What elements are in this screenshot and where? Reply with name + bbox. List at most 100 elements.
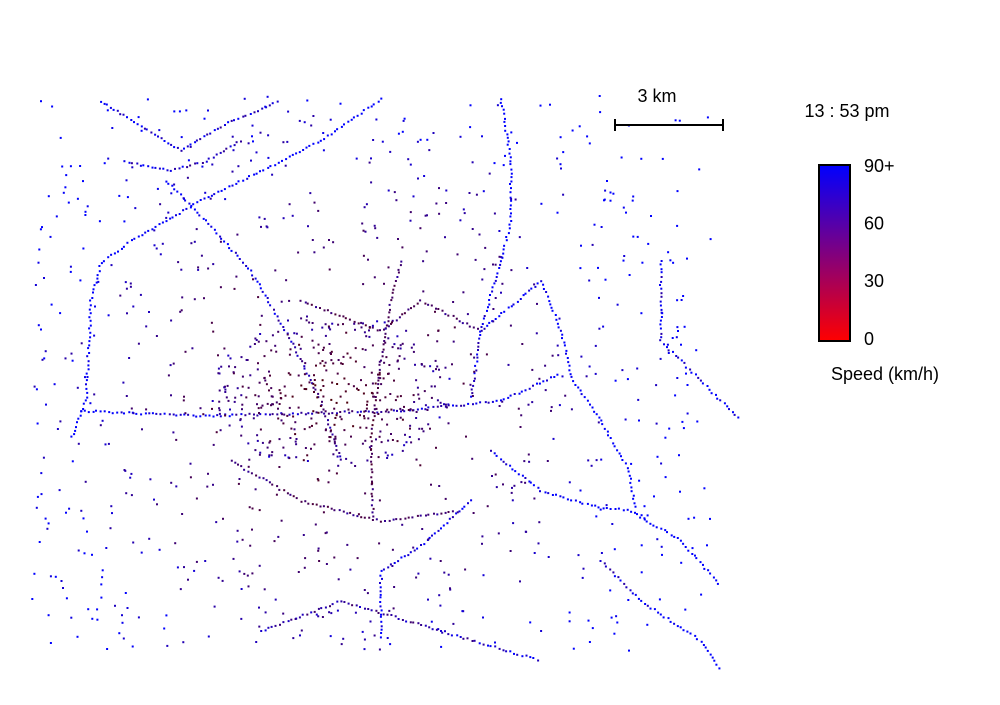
vehicle-dot — [183, 566, 185, 569]
vehicle-dot — [87, 364, 90, 367]
vehicle-dot — [568, 369, 571, 372]
vehicle-dot — [329, 118, 332, 121]
vehicle-dot — [413, 401, 416, 403]
vehicle-dot — [313, 201, 316, 204]
vehicle-dot — [86, 205, 89, 208]
vehicle-dot — [262, 169, 265, 172]
vehicle-dot — [544, 389, 547, 392]
vehicle-dot — [384, 520, 386, 522]
vehicle-dot — [251, 507, 254, 510]
vehicle-dot — [380, 411, 383, 413]
vehicle-dot — [663, 343, 665, 346]
vehicle-dot — [129, 285, 132, 288]
vehicle-dot — [217, 576, 220, 579]
vehicle-dot — [441, 309, 444, 312]
vehicle-dot — [212, 415, 215, 418]
vehicle-dot — [266, 95, 269, 98]
vehicle-dot — [278, 488, 281, 491]
vehicle-dot — [233, 144, 236, 147]
vehicle-dot — [272, 403, 274, 406]
vehicle-dot — [277, 417, 280, 420]
vehicle-dot — [484, 401, 487, 404]
vehicle-dot — [379, 636, 382, 639]
vehicle-dot — [193, 569, 196, 572]
vehicle-dot — [140, 125, 143, 128]
vehicle-dot — [259, 131, 262, 134]
vehicle-dot — [388, 311, 391, 314]
vehicle-dot — [231, 413, 234, 416]
vehicle-dot — [85, 383, 87, 386]
vehicle-dot — [616, 449, 619, 452]
vehicle-dot — [352, 116, 355, 119]
vehicle-dot — [122, 637, 125, 640]
vehicle-dot — [412, 195, 415, 198]
vehicle-dot — [267, 626, 270, 629]
vehicle-dot — [421, 528, 424, 530]
vehicle-dot — [701, 382, 704, 385]
vehicle-dot — [330, 429, 332, 432]
vehicle-dot — [199, 199, 202, 201]
vehicle-dot — [247, 465, 250, 468]
vehicle-dot — [444, 403, 447, 406]
vehicle-dot — [337, 578, 340, 581]
vehicle-dot — [381, 140, 384, 143]
vehicle-dot — [234, 366, 237, 369]
vehicle-dot — [180, 193, 183, 196]
vehicle-dot — [475, 369, 478, 372]
vehicle-dot — [407, 409, 410, 411]
vehicle-dot — [479, 330, 482, 333]
vehicle-dot — [536, 282, 539, 285]
vehicle-dot — [269, 165, 272, 168]
vehicle-dot — [350, 435, 352, 438]
vehicle-dot — [329, 436, 332, 439]
vehicle-dot — [524, 477, 527, 479]
vehicle-dot — [524, 481, 527, 484]
vehicle-dot — [542, 283, 545, 286]
vehicle-dot — [254, 449, 257, 452]
vehicle-dot — [225, 396, 228, 399]
vehicle-dot — [98, 265, 101, 267]
vehicle-dot — [65, 511, 67, 514]
vehicle-dot — [365, 203, 368, 206]
vehicle-dot — [131, 645, 134, 648]
vehicle-dot — [288, 203, 291, 206]
vehicle-dot — [393, 379, 395, 382]
vehicle-dot — [267, 301, 270, 304]
vehicle-dot — [417, 622, 420, 625]
vehicle-dot — [106, 109, 109, 112]
vehicle-dot — [324, 334, 327, 337]
vehicle-dot — [679, 490, 681, 493]
vehicle-dot — [84, 399, 87, 402]
vehicle-dot — [298, 151, 301, 154]
vehicle-dot — [181, 513, 184, 515]
vehicle-dot — [344, 390, 347, 393]
vehicle-dot — [153, 244, 156, 247]
vehicle-dot — [380, 569, 383, 572]
vehicle-dot — [257, 340, 260, 343]
vehicle-dot — [510, 269, 513, 272]
vehicle-dot — [379, 615, 382, 618]
vehicle-dot — [117, 250, 119, 253]
vehicle-dot — [613, 548, 616, 551]
vehicle-dot — [547, 295, 550, 298]
vehicle-dot — [471, 457, 474, 460]
vehicle-dot — [521, 474, 524, 477]
vehicle-dot — [268, 104, 271, 107]
vehicle-dot — [347, 120, 350, 123]
vehicle-dot — [569, 373, 572, 376]
vehicle-dot — [255, 339, 258, 341]
vehicle-dot — [370, 157, 372, 160]
vehicle-dot — [91, 617, 94, 620]
vehicle-dot — [364, 348, 367, 351]
vehicle-dot — [377, 379, 380, 382]
vehicle-dot — [311, 424, 313, 427]
vehicle-dot — [504, 129, 507, 132]
vehicle-dot — [291, 395, 294, 398]
vehicle-dot — [156, 187, 159, 190]
vehicle-dot — [386, 423, 389, 426]
vehicle-dot — [166, 169, 169, 172]
vehicle-dot — [660, 545, 663, 548]
vehicle-dot — [322, 408, 325, 411]
vehicle-dot — [399, 518, 402, 521]
vehicle-dot — [551, 494, 554, 496]
